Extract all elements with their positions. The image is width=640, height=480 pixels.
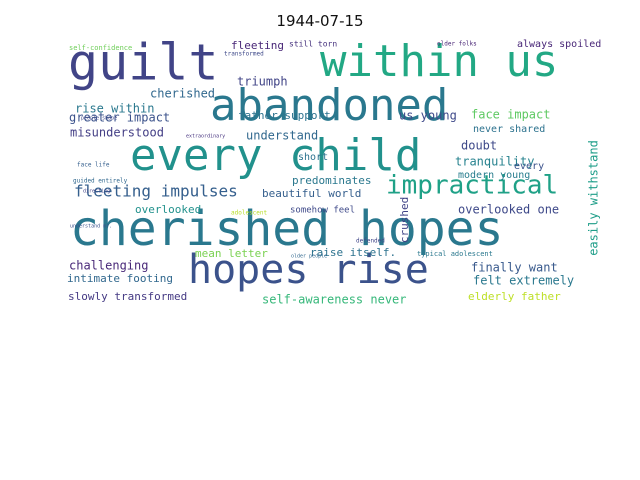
word-challenging: challenging [69,259,148,273]
word-father-support: father support [238,109,331,122]
word-people-shape: people shape [81,116,117,122]
word-overlooked-one: overlooked one [458,203,559,217]
word-extraordinary: extraordinary [186,134,225,140]
word-crushed: crushed [398,197,411,243]
word-fleeting-impulses: fleeting impulses [74,182,238,201]
word-cherished: cherished [150,87,215,101]
word-older-people: older people [291,254,327,260]
word-intimate-footing: intimate footing [67,272,173,285]
word-directing: directing [83,189,110,195]
word-adolescent: adolescent [231,210,268,217]
word-every: every [514,161,544,172]
word-cherished-hopes: cherished hopes [70,201,503,257]
word-slowly-transformed: slowly transformed [68,290,187,303]
word-defended: defended [356,238,385,245]
word-within-us: within us [320,36,558,87]
word-us-young: us young [399,109,457,123]
word-overlooked: overlooked [135,203,201,216]
word-felt-extremely: felt extremely [473,274,574,288]
word-beautiful-world: beautiful world [262,187,361,200]
word-impractical: impractical [386,171,558,201]
word-doubt: doubt [461,139,497,153]
word-modern-young: modern young [458,170,530,181]
word-transformed: transformed [224,51,264,58]
word-self-confidence: self-confidence [69,44,132,52]
word-somehow-feel: somehow feel [290,206,355,216]
word-always-spoiled: always spoiled [517,39,601,50]
word-older-folks: older folks [437,41,477,48]
word-still-torn: still torn [289,40,337,49]
word-typical-adolescent: typical adolescent [417,250,493,258]
word-never-shared: never shared [473,124,545,135]
word-face-impact: face impact [471,108,550,122]
word-easily-withstand: easily withstand [587,140,601,256]
word-self-awareness-never: self-awareness never [262,293,407,307]
word-understand: understand [246,129,318,143]
word-rise-within: rise within [75,102,154,116]
word-misunderstood: misunderstood [70,126,164,140]
word-face-life: face life [77,162,110,169]
word-greater-impact: greater impact [69,111,170,125]
word-abandoned: abandoned [210,80,448,131]
word-hopes-rise: hopes rise [188,247,429,293]
word-guilt: guilt [68,34,219,92]
word-elderly-father: elderly father [468,290,561,303]
word-raise-itself: raise itself. [310,246,396,259]
word-fleeting: fleeting [231,39,284,52]
word-triumph: triumph [237,75,288,89]
word-mean-letter: mean letter [195,247,268,260]
word-tranquility: tranquility [455,155,534,169]
word-every-child: every child [130,130,421,181]
chart-title: 1944-07-15 [276,12,364,30]
word-short: short [298,152,328,163]
word-understand-mr: understand mr. [70,224,112,230]
word-predominates: predominates [292,174,371,187]
word-guided-entirely: guided entirely [73,178,128,185]
word-finally-want: finally want [471,261,558,275]
